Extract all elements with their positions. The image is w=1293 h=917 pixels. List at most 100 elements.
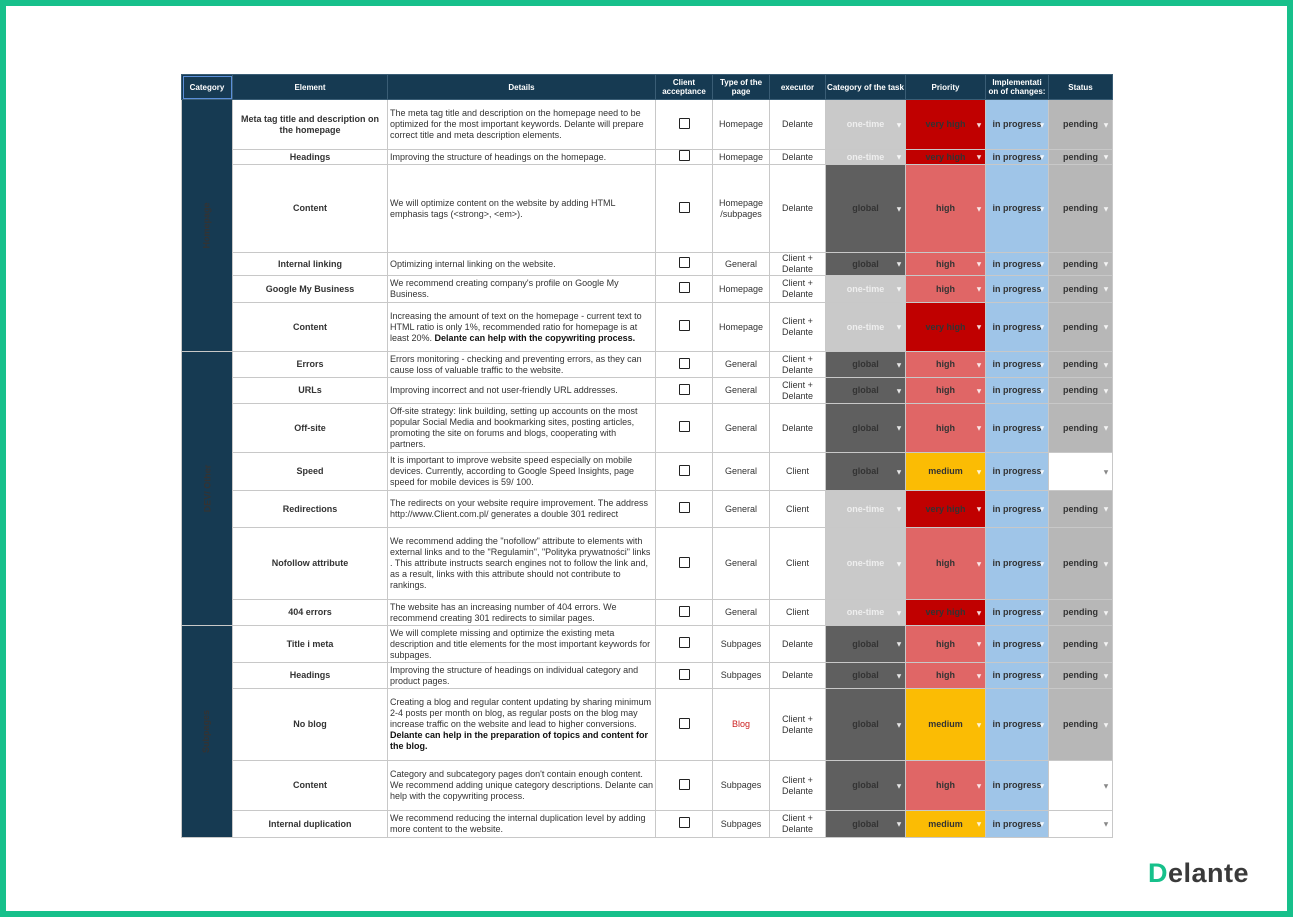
acceptance-checkbox[interactable] — [678, 502, 690, 513]
status-dropdown[interactable]: pending — [1048, 688, 1113, 761]
acceptance-checkbox[interactable] — [678, 282, 690, 293]
priority-dropdown[interactable]: high — [905, 252, 986, 276]
task-category-dropdown[interactable]: global — [825, 252, 906, 276]
priority-dropdown[interactable]: very high — [905, 599, 986, 626]
col-header[interactable]: Category of the task — [825, 74, 906, 100]
implementation-dropdown[interactable]: in progress — [985, 527, 1049, 600]
acceptance-checkbox[interactable] — [678, 421, 690, 432]
task-category-dropdown[interactable]: one-time — [825, 275, 906, 303]
acceptance-checkbox[interactable] — [678, 320, 690, 331]
col-header[interactable]: Status — [1048, 74, 1113, 100]
task-category-dropdown[interactable]: one-time — [825, 149, 906, 165]
status-dropdown[interactable]: pending — [1048, 527, 1113, 600]
acceptance-checkbox[interactable] — [678, 357, 690, 369]
task-category-dropdown[interactable]: one-time — [825, 490, 906, 528]
col-header[interactable]: executor — [769, 74, 826, 100]
priority-dropdown[interactable]: medium — [905, 688, 986, 761]
task-category-dropdown[interactable]: global — [825, 403, 906, 453]
implementation-dropdown[interactable]: in progress — [985, 625, 1049, 663]
status-dropdown[interactable]: pending — [1048, 662, 1113, 689]
acceptance-checkbox[interactable] — [678, 717, 690, 729]
acceptance-checkbox[interactable] — [678, 257, 690, 268]
status-dropdown[interactable]: pending — [1048, 490, 1113, 528]
status-dropdown[interactable]: pending — [1048, 275, 1113, 303]
priority-dropdown[interactable]: very high — [905, 490, 986, 528]
col-header[interactable]: Priority — [905, 74, 986, 100]
acceptance-checkbox[interactable] — [678, 817, 690, 828]
col-header[interactable]: Implementati on of changes: — [985, 74, 1049, 100]
status-dropdown[interactable]: pending — [1048, 351, 1113, 378]
task-category-dropdown[interactable]: global — [825, 810, 906, 838]
acceptance-checkbox[interactable] — [678, 383, 690, 395]
implementation-dropdown[interactable]: in progress — [985, 377, 1049, 404]
task-category-dropdown[interactable]: global — [825, 351, 906, 378]
implementation-dropdown[interactable]: in progress — [985, 403, 1049, 453]
acceptance-checkbox[interactable] — [678, 778, 690, 790]
task-category-dropdown[interactable]: global — [825, 377, 906, 404]
task-category-dropdown[interactable]: global — [825, 760, 906, 811]
priority-dropdown[interactable]: high — [905, 527, 986, 600]
priority-dropdown[interactable]: high — [905, 164, 986, 253]
task-category-dropdown[interactable]: global — [825, 662, 906, 689]
task-category-dropdown[interactable]: one-time — [825, 302, 906, 352]
col-header[interactable]: Client acceptance — [655, 74, 713, 100]
task-category-dropdown[interactable]: one-time — [825, 527, 906, 600]
status-dropdown[interactable] — [1048, 810, 1113, 838]
col-header[interactable]: Category — [181, 74, 233, 100]
status-dropdown[interactable] — [1048, 760, 1113, 811]
implementation-dropdown[interactable]: in progress — [985, 599, 1049, 626]
acceptance-checkbox[interactable] — [678, 150, 690, 161]
implementation-dropdown[interactable]: in progress — [985, 351, 1049, 378]
status-dropdown[interactable]: pending — [1048, 149, 1113, 165]
status-dropdown[interactable]: pending — [1048, 99, 1113, 150]
status-dropdown[interactable]: pending — [1048, 164, 1113, 253]
priority-dropdown[interactable]: very high — [905, 149, 986, 165]
col-header[interactable]: Details — [387, 74, 656, 100]
priority-dropdown[interactable]: high — [905, 377, 986, 404]
acceptance-checkbox[interactable] — [678, 637, 690, 648]
task-category-dropdown[interactable]: global — [825, 688, 906, 761]
priority-dropdown[interactable]: medium — [905, 452, 986, 491]
implementation-dropdown[interactable]: in progress — [985, 810, 1049, 838]
status-dropdown[interactable]: pending — [1048, 599, 1113, 626]
status-dropdown[interactable] — [1048, 452, 1113, 491]
priority-dropdown[interactable]: very high — [905, 99, 986, 150]
acceptance-checkbox[interactable] — [678, 605, 690, 617]
priority-dropdown[interactable]: high — [905, 760, 986, 811]
task-category-dropdown[interactable]: global — [825, 164, 906, 253]
implementation-dropdown[interactable]: in progress — [985, 149, 1049, 165]
implementation-dropdown[interactable]: in progress — [985, 302, 1049, 352]
priority-dropdown[interactable]: high — [905, 403, 986, 453]
implementation-dropdown[interactable]: in progress — [985, 760, 1049, 811]
status-dropdown[interactable]: pending — [1048, 302, 1113, 352]
col-header[interactable]: Element — [232, 74, 388, 100]
priority-dropdown[interactable]: high — [905, 275, 986, 303]
implementation-dropdown[interactable]: in progress — [985, 490, 1049, 528]
status-dropdown[interactable]: pending — [1048, 377, 1113, 404]
implementation-dropdown[interactable]: in progress — [985, 275, 1049, 303]
status-dropdown[interactable]: pending — [1048, 625, 1113, 663]
task-category-dropdown[interactable]: one-time — [825, 99, 906, 150]
acceptance-checkbox[interactable] — [678, 117, 690, 129]
acceptance-checkbox[interactable] — [678, 464, 690, 476]
acceptance-checkbox[interactable] — [678, 556, 690, 568]
status-dropdown[interactable]: pending — [1048, 403, 1113, 453]
implementation-dropdown[interactable]: in progress — [985, 99, 1049, 150]
task-category-dropdown[interactable]: global — [825, 625, 906, 663]
col-header[interactable]: Type of the page — [712, 74, 770, 100]
implementation-dropdown[interactable]: in progress — [985, 252, 1049, 276]
task-category-dropdown[interactable]: one-time — [825, 599, 906, 626]
status-dropdown[interactable]: pending — [1048, 252, 1113, 276]
acceptance-checkbox[interactable] — [678, 201, 690, 213]
implementation-dropdown[interactable]: in progress — [985, 452, 1049, 491]
priority-dropdown[interactable]: very high — [905, 302, 986, 352]
priority-dropdown[interactable]: high — [905, 351, 986, 378]
implementation-dropdown[interactable]: in progress — [985, 662, 1049, 689]
task-category-dropdown[interactable]: global — [825, 452, 906, 491]
acceptance-checkbox[interactable] — [678, 668, 690, 680]
priority-dropdown[interactable]: high — [905, 662, 986, 689]
implementation-dropdown[interactable]: in progress — [985, 164, 1049, 253]
implementation-dropdown[interactable]: in progress — [985, 688, 1049, 761]
priority-dropdown[interactable]: high — [905, 625, 986, 663]
priority-dropdown[interactable]: medium — [905, 810, 986, 838]
